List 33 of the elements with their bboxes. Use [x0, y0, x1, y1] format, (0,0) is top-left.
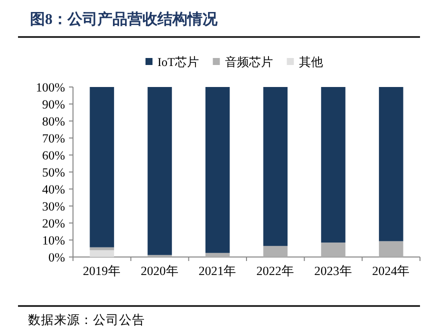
bar	[90, 87, 114, 248]
bar	[205, 87, 230, 253]
bar	[263, 246, 288, 257]
y-tick-label: 40%	[42, 182, 65, 196]
y-tick-label: 70%	[42, 132, 65, 146]
bar	[321, 242, 346, 257]
y-tick-label: 80%	[42, 114, 65, 128]
bar	[378, 241, 404, 257]
y-tick-label: 0%	[48, 250, 65, 264]
y-tick-label: 100%	[36, 80, 65, 94]
bar	[263, 87, 288, 246]
legend-label: 其他	[298, 55, 323, 69]
x-tick-label: 2020年	[140, 264, 179, 278]
bar	[205, 252, 230, 257]
bar	[378, 87, 404, 242]
x-tick-label: 2024年	[372, 264, 410, 278]
y-tick-label: 90%	[42, 98, 65, 112]
y-tick-label: 60%	[42, 148, 65, 162]
y-tick-label: 20%	[42, 216, 65, 230]
y-tick-label: 50%	[42, 166, 65, 180]
y-tick-label: 30%	[42, 200, 65, 214]
x-tick-label: 2019年	[82, 264, 121, 278]
chart-title: 图8：公司产品营收结构情况	[30, 11, 218, 28]
bar	[90, 250, 114, 257]
y-tick-label: 10%	[42, 234, 65, 248]
x-tick-label: 2022年	[256, 264, 294, 278]
source-note: 数据来源：公司公告	[28, 313, 145, 327]
bar	[148, 87, 172, 255]
legend-label: IoT芯片	[158, 55, 199, 69]
x-tick-label: 2023年	[314, 264, 352, 278]
x-tick-label: 2021年	[198, 264, 237, 278]
legend-label: 音频芯片	[224, 55, 273, 69]
bar	[321, 87, 346, 243]
